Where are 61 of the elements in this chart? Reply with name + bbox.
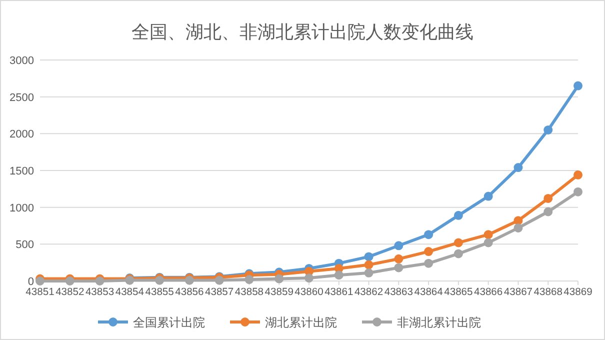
x-tick-label: 43867 <box>504 287 533 298</box>
point <box>484 192 493 201</box>
point <box>454 238 463 248</box>
y-tick-label: 2000 <box>10 128 34 141</box>
point <box>514 223 523 232</box>
y-tick-label: 1000 <box>10 202 34 214</box>
y-tick-label: 1500 <box>10 166 34 178</box>
x-tick-label: 43864 <box>414 287 444 298</box>
point <box>484 238 493 248</box>
point <box>364 268 374 278</box>
y-tick-label: 2500 <box>10 92 34 104</box>
point <box>544 194 553 203</box>
point <box>214 276 224 285</box>
point <box>65 276 74 286</box>
x-tick-label: 43853 <box>85 287 114 298</box>
point <box>574 187 582 196</box>
x-tick-label: 43856 <box>175 287 204 298</box>
point <box>244 275 254 284</box>
x-tick-label: 43857 <box>205 287 234 298</box>
point <box>454 249 463 258</box>
point <box>36 276 44 286</box>
y-tick-label: 500 <box>16 239 34 252</box>
point <box>394 241 404 250</box>
x-tick-label: 43868 <box>534 287 563 298</box>
point <box>364 260 374 270</box>
point <box>574 81 582 90</box>
x-tick-label: 43865 <box>444 287 474 298</box>
x-tick-label: 43858 <box>234 287 264 298</box>
x-tick-label: 43861 <box>324 287 354 298</box>
point <box>574 170 582 180</box>
point <box>544 207 553 216</box>
x-tick-label: 43859 <box>264 287 294 298</box>
point <box>424 258 434 268</box>
legend-label: 湖北累计出院 <box>265 316 337 330</box>
point <box>334 270 344 280</box>
point <box>424 247 434 256</box>
point <box>95 276 104 286</box>
point <box>424 230 434 240</box>
x-tick-label: 43852 <box>56 287 84 298</box>
x-tick-label: 43863 <box>384 287 414 298</box>
point <box>454 210 463 220</box>
point <box>394 254 404 264</box>
y-tick-label: 3000 <box>10 55 34 67</box>
x-tick-label: 43851 <box>26 287 55 298</box>
legend-label: 非湖北累计出院 <box>397 316 481 330</box>
x-tick-label: 43866 <box>474 287 503 298</box>
x-tick-label: 43860 <box>294 287 324 298</box>
x-tick-label: 43862 <box>354 287 384 298</box>
legend-label: 全国累计出院 <box>133 316 205 330</box>
point <box>304 274 314 283</box>
point <box>274 274 284 284</box>
point <box>544 125 553 134</box>
point <box>514 163 523 172</box>
x-tick-label: 43855 <box>145 287 174 298</box>
point <box>364 252 374 262</box>
chart-title: 全国、湖北、非湖北累计出院人数变化曲线 <box>132 22 474 42</box>
point <box>394 263 404 272</box>
x-tick-label: 43854 <box>115 287 144 298</box>
x-tick-label: 43869 <box>564 287 593 298</box>
point <box>484 230 493 240</box>
y-tick-label: 0 <box>28 276 34 288</box>
